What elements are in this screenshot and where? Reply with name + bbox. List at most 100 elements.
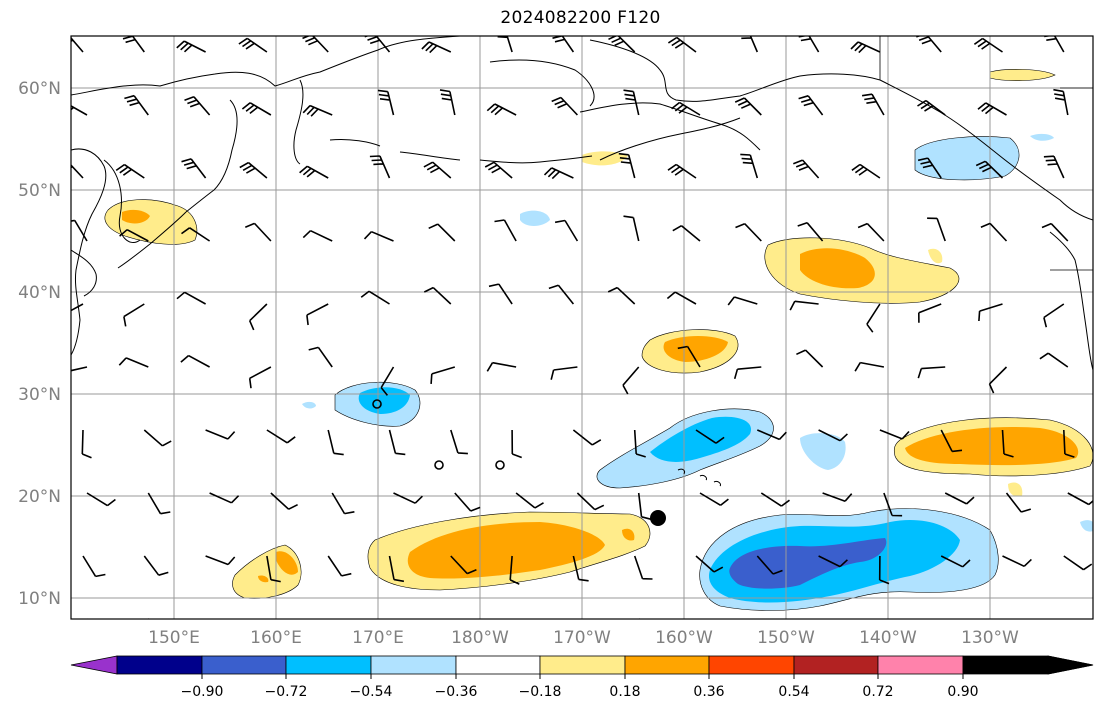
wind-barb — [306, 303, 329, 326]
wind-barb — [740, 153, 759, 179]
map-gridlines — [71, 36, 1093, 619]
wind-barb — [851, 163, 881, 179]
lat-label: 40°N — [18, 283, 61, 303]
positive-anomaly-area — [905, 426, 1079, 466]
wind-barb — [861, 93, 885, 116]
colorbar-label: −0.36 — [435, 684, 478, 700]
positive-anomaly-area — [104, 199, 197, 245]
wind-barb — [486, 103, 517, 116]
wind-barbs — [71, 36, 1093, 619]
colorbar-ticks — [201, 674, 964, 679]
lon-label: 140°W — [859, 628, 917, 648]
contour-lines — [104, 69, 1093, 611]
wind-barb — [878, 555, 890, 585]
wind-barb — [623, 215, 640, 242]
wind-barb — [331, 492, 355, 515]
positive-anomaly-area — [800, 248, 875, 289]
wind-barb — [205, 555, 236, 566]
wind-barb — [798, 36, 820, 53]
lon-label: 150°E — [148, 628, 200, 648]
wind-barb — [71, 303, 84, 312]
map-frame — [70, 35, 1094, 620]
wind-barb — [87, 618, 89, 619]
wind-barb — [181, 158, 207, 179]
wind-barb — [1067, 492, 1093, 506]
calm-markers — [372, 399, 505, 470]
wind-barb — [143, 555, 169, 576]
wind-barb — [266, 555, 281, 583]
coastlines — [71, 36, 1093, 487]
wind-barb — [554, 219, 579, 242]
wind-barb — [364, 36, 391, 53]
wind-barb — [388, 555, 405, 583]
wind-barb — [86, 492, 116, 507]
wind-barb — [677, 345, 701, 368]
wind-barb — [850, 41, 881, 54]
wind-barb — [123, 303, 145, 327]
wind-barb — [82, 555, 106, 578]
wind-barb — [239, 161, 268, 179]
positive-anomaly-area — [258, 575, 269, 583]
lon-label: 160°W — [655, 628, 713, 648]
wind-barb — [988, 366, 1008, 394]
negative-anomaly-area — [800, 433, 846, 470]
wind-barb — [299, 165, 329, 179]
anomaly-field — [104, 69, 1093, 611]
wind-barb — [735, 222, 762, 242]
negative-anomaly-area — [729, 538, 887, 589]
wind-barb — [797, 221, 824, 242]
wind-barb — [543, 167, 574, 180]
wind-barb — [184, 96, 211, 116]
positive-anomaly-area — [276, 551, 298, 575]
wind-barb — [822, 618, 824, 619]
wind-barb — [205, 429, 236, 440]
wind-barb — [917, 366, 946, 379]
colorbar-label: −0.72 — [265, 684, 308, 700]
wind-barb — [940, 555, 971, 568]
wind-barb — [576, 492, 605, 511]
colorbar — [70, 655, 1094, 675]
wind-barb — [1063, 555, 1093, 571]
wind-barb — [1066, 618, 1068, 619]
colorbar-label: −0.18 — [519, 684, 562, 700]
colorbar-label: 0.18 — [609, 684, 640, 700]
wind-barb — [733, 366, 762, 380]
lon-label: 180°W — [451, 628, 509, 648]
lon-label: 170°E — [352, 628, 404, 648]
wind-barb — [377, 89, 395, 116]
colorbar-extend-high — [962, 655, 1094, 675]
colorbar-label: −0.90 — [181, 684, 224, 700]
positive-anomaly-area — [928, 248, 943, 264]
wind-barb — [572, 555, 589, 582]
wind-barb — [238, 37, 268, 53]
wind-barb — [363, 230, 394, 242]
wind-barb — [302, 36, 329, 53]
wind-barb — [918, 303, 942, 323]
storm-position-marker — [650, 510, 666, 526]
colorbar-swatch — [201, 655, 287, 675]
wind-barb — [147, 492, 171, 515]
wind-barb — [917, 157, 942, 179]
wind-barb — [818, 429, 848, 442]
wind-barb — [423, 286, 452, 305]
wind-barb — [497, 36, 513, 53]
wind-barb — [1044, 36, 1065, 53]
wind-barb — [667, 36, 697, 53]
wind-barb — [548, 284, 575, 305]
wind-barb — [927, 217, 946, 242]
wind-barb — [945, 618, 947, 619]
colorbar-label: −0.54 — [350, 684, 393, 700]
wind-barb — [248, 303, 268, 331]
colorbar-label: 0.72 — [862, 684, 893, 700]
wind-barb — [327, 555, 352, 577]
wind-barb — [978, 303, 1003, 322]
positive-anomaly-area — [663, 336, 728, 362]
wind-barb — [71, 366, 88, 372]
wind-barb — [270, 492, 298, 510]
wind-barb — [699, 492, 729, 506]
wind-barb — [327, 429, 344, 456]
colorbar-tick-labels: −0.90 −0.72 −0.54 −0.36 −0.18 0.18 0.36 … — [181, 684, 979, 700]
wind-barb — [71, 164, 84, 179]
negative-anomaly-area — [650, 416, 752, 462]
colorbar-label: 0.90 — [947, 684, 978, 700]
